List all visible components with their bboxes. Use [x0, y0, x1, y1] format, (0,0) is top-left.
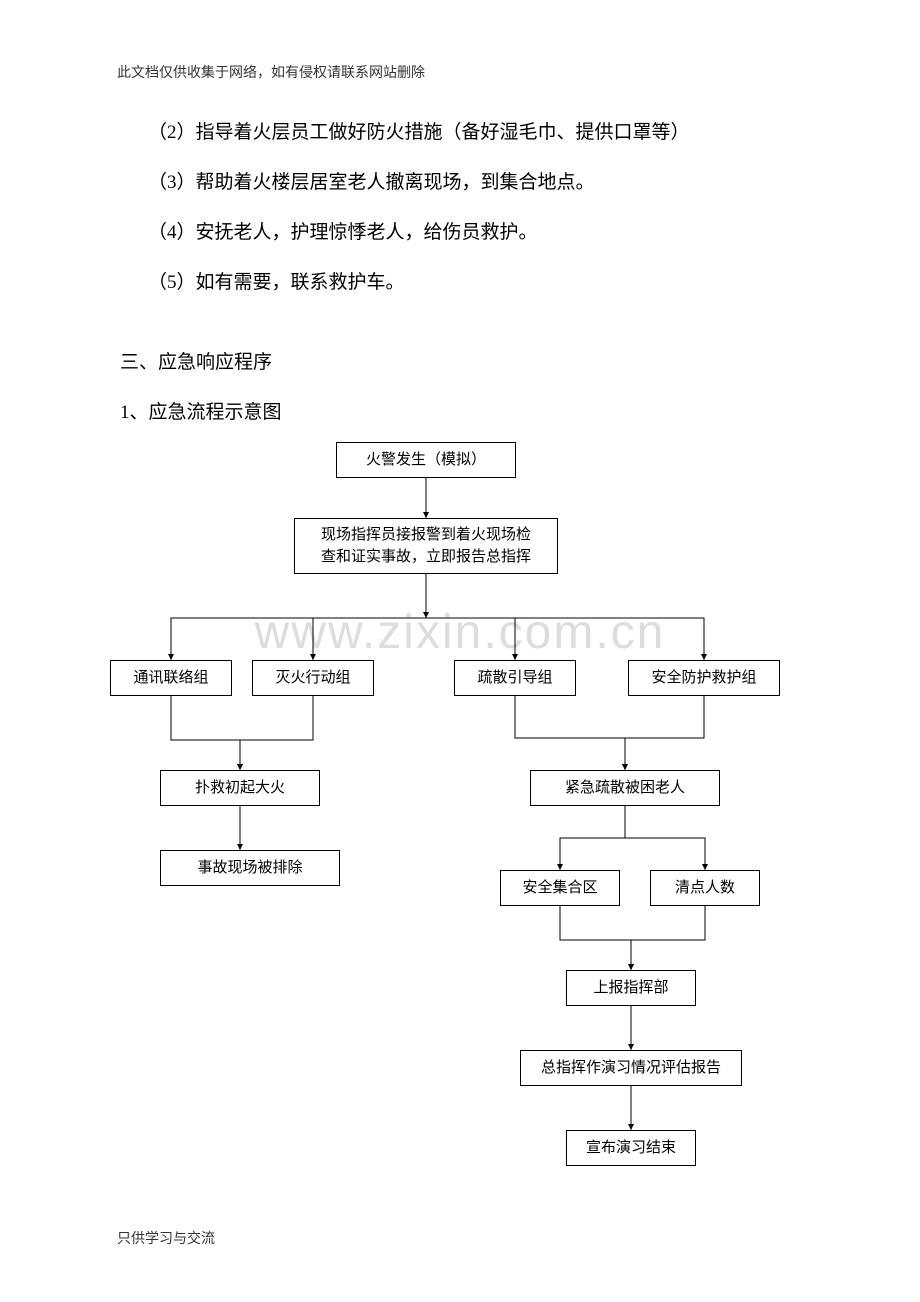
- paragraph-3: （3）帮助着火楼层居室老人撤离现场，到集合地点。: [148, 170, 595, 197]
- flowchart-edge: [515, 696, 625, 770]
- flowchart-edge: [171, 696, 240, 770]
- footer-text: 只供学习与交流: [117, 1228, 215, 1248]
- paragraph-2: （2）指导着火层员工做好防火措施（备好湿毛巾、提供口罩等）: [148, 120, 690, 147]
- flowchart-node-evac: 疏散引导组: [454, 660, 576, 696]
- flowchart-node-end: 宣布演习结束: [566, 1130, 696, 1166]
- paragraph-4: （4）安抚老人，护理惊悸老人，给伤员救护。: [148, 220, 538, 247]
- flowchart-container: 火警发生（模拟） 现场指挥员接报警到着火现场检查和证实事故，立即报告总指挥通讯联络…: [0, 430, 920, 1230]
- flowchart-edge: [171, 618, 426, 660]
- flowchart-node-assess: 总指挥作演习情况评估报告: [520, 1050, 742, 1086]
- flowchart-edge: [240, 696, 313, 770]
- flowchart-edge: [631, 906, 705, 970]
- flowchart-node-clear: 事故现场被排除: [160, 850, 340, 886]
- flowchart-node-rescue: 紧急疏散被困老人: [530, 770, 720, 806]
- flowchart-node-extin: 扑救初起大火: [160, 770, 320, 806]
- flowchart-edge: [625, 806, 705, 870]
- flowchart-edge: [426, 618, 515, 660]
- subsection-title: 1、应急流程示意图: [120, 400, 282, 427]
- flowchart-edge: [560, 906, 631, 970]
- flowchart-node-assembly: 安全集合区: [500, 870, 620, 906]
- flowchart-node-fire: 灭火行动组: [252, 660, 374, 696]
- header-text: 此文档仅供收集于网络，如有侵权请联系网站删除: [117, 62, 425, 82]
- flowchart-node-commander: 现场指挥员接报警到着火现场检查和证实事故，立即报告总指挥: [294, 518, 558, 574]
- flowchart-node-report: 上报指挥部: [566, 970, 696, 1006]
- paragraph-5: （5）如有需要，联系救护车。: [148, 270, 405, 297]
- flowchart-edge: [560, 806, 625, 870]
- flowchart-node-start: 火警发生（模拟）: [336, 442, 516, 478]
- section-title: 三、应急响应程序: [120, 350, 272, 377]
- flowchart-node-comm: 通讯联络组: [110, 660, 232, 696]
- flowchart-edge: [625, 696, 704, 770]
- flowchart-node-safety: 安全防护救护组: [628, 660, 780, 696]
- flowchart-edge: [313, 618, 426, 660]
- flowchart-node-count: 清点人数: [650, 870, 760, 906]
- flowchart-edge: [426, 618, 704, 660]
